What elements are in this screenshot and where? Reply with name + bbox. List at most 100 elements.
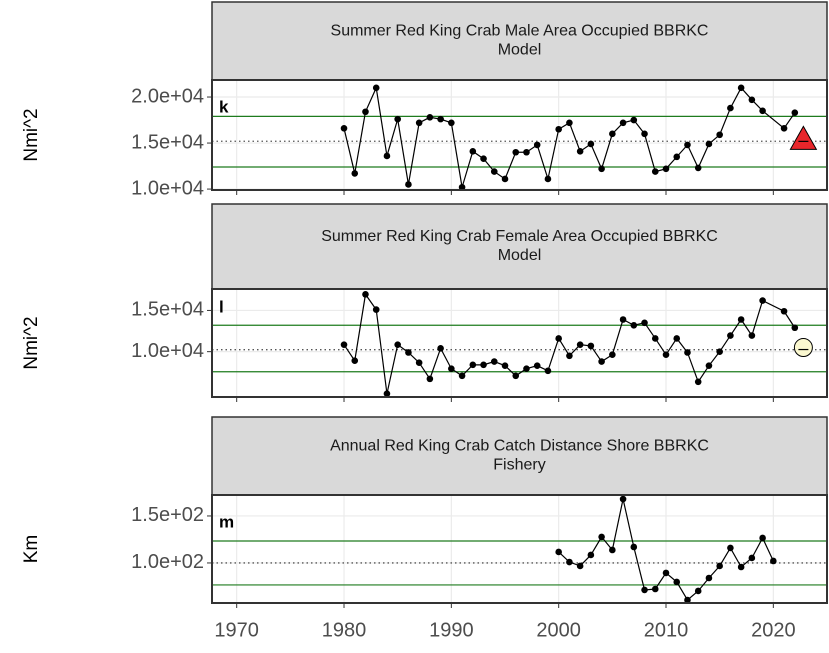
data-point <box>458 372 466 380</box>
data-point <box>351 170 359 177</box>
data-point <box>694 164 702 172</box>
panel-border <box>211 494 828 604</box>
data-point <box>523 365 530 373</box>
data-point <box>480 361 487 369</box>
x-tick-label: 2000 <box>536 619 581 641</box>
y-tick-label: 1.0e+04 <box>131 340 204 362</box>
data-point <box>662 165 670 173</box>
data-point <box>587 551 595 559</box>
data-point <box>737 84 745 92</box>
panel-border <box>211 79 828 191</box>
data-point <box>662 351 670 359</box>
strip-background <box>211 416 828 496</box>
data-point <box>748 332 756 339</box>
data-point <box>340 125 348 132</box>
data-point <box>609 351 616 359</box>
data-point <box>759 107 766 115</box>
data-point <box>533 362 541 369</box>
strip-background <box>211 1 828 81</box>
data-point <box>394 115 401 123</box>
data-point <box>383 390 391 397</box>
data-point <box>727 104 734 112</box>
data-point <box>770 557 777 565</box>
plot-background <box>212 495 827 603</box>
x-tick-label: 1970 <box>214 619 259 641</box>
data-point <box>566 352 573 360</box>
data-point <box>555 335 562 342</box>
y-tick-label: 1.5e+04 <box>131 299 204 321</box>
data-point <box>426 113 434 121</box>
y-tick-label: 2.0e+04 <box>131 85 204 107</box>
panel-label: k <box>219 97 229 116</box>
data-point <box>619 316 627 323</box>
data-point <box>716 562 723 570</box>
data-point <box>662 569 670 577</box>
data-point <box>737 316 745 323</box>
data-point <box>437 345 444 352</box>
y-tick-label: 1.0e+04 <box>131 177 204 199</box>
strip-title: Summer Red King Crab Female Area Occupie… <box>321 228 718 245</box>
data-point <box>394 341 401 348</box>
data-point <box>705 362 713 369</box>
data-point <box>576 341 584 348</box>
data-point <box>480 155 487 163</box>
strip-title: Fishery <box>493 457 545 474</box>
data-point <box>651 335 659 342</box>
panel-label: l <box>219 297 224 316</box>
data-point <box>490 358 498 365</box>
data-point <box>512 372 520 380</box>
data-point <box>362 291 369 298</box>
data-point <box>351 357 359 365</box>
y-tick-label: 1.5e+02 <box>131 504 204 526</box>
strip-title: Model <box>498 42 542 59</box>
data-point <box>566 119 573 127</box>
data-point <box>641 586 648 594</box>
data-point <box>737 563 745 571</box>
data-point <box>448 119 455 127</box>
data-point <box>684 141 691 149</box>
data-point <box>372 84 380 92</box>
data-point <box>705 140 713 148</box>
data-point <box>587 140 595 148</box>
data-point <box>362 108 369 116</box>
data-point <box>641 130 648 138</box>
data-point <box>555 125 562 133</box>
status-marker <box>789 125 818 150</box>
plot-background <box>212 80 827 190</box>
data-point <box>372 306 380 313</box>
data-point <box>780 307 788 315</box>
data-point <box>566 558 573 566</box>
data-point <box>587 342 595 350</box>
data-point <box>598 533 605 541</box>
data-point <box>490 168 498 175</box>
data-point <box>598 165 605 173</box>
data-point <box>673 578 681 586</box>
data-point <box>630 543 638 551</box>
data-point <box>448 365 455 373</box>
x-tick-label: 2020 <box>751 619 796 641</box>
strip-background <box>211 203 828 290</box>
data-point <box>651 585 659 593</box>
data-point <box>512 148 520 156</box>
data-point <box>630 116 638 124</box>
data-point <box>555 548 562 556</box>
data-point <box>523 148 530 156</box>
data-point <box>405 349 412 356</box>
data-point <box>544 175 552 183</box>
y-tick-label: 1.0e+02 <box>131 551 204 573</box>
y-tick-label: 1.5e+04 <box>131 131 204 153</box>
x-tick-label: 1990 <box>429 619 474 641</box>
plot-area <box>212 289 827 397</box>
strip-title: Annual Red King Crab Catch Distance Shor… <box>330 438 709 455</box>
data-point <box>694 587 702 595</box>
plot-background <box>212 289 827 397</box>
y-axis-title: Nmi^2 <box>21 316 42 369</box>
strip-title: Summer Red King Crab Male Area Occupied … <box>331 23 709 40</box>
y-axis-title: Nmi^2 <box>21 108 42 161</box>
data-point <box>716 348 723 355</box>
data-point <box>415 359 423 367</box>
data-point <box>727 332 734 339</box>
panel-label: m <box>219 512 234 531</box>
data-point <box>619 495 627 503</box>
